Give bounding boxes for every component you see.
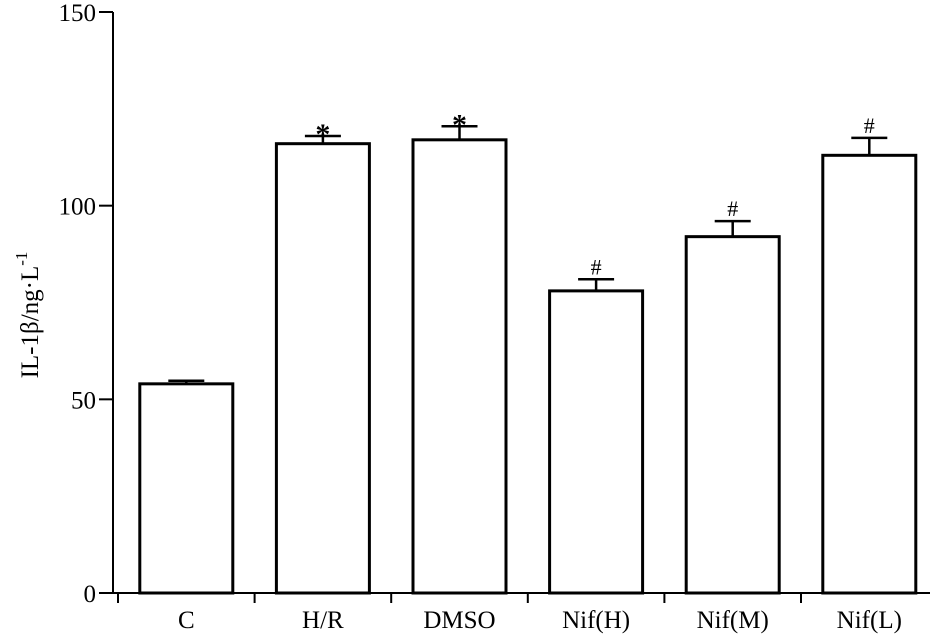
x-tick-label: Nif(H) <box>562 607 630 634</box>
bar <box>411 138 508 595</box>
significance-marker: # <box>727 196 738 221</box>
y-tick-label: 100 <box>59 194 97 221</box>
bars <box>138 125 918 595</box>
bar <box>274 142 371 595</box>
significance-marker: * <box>315 118 330 151</box>
x-axis: C H/R DMSO Nif(H) Nif(M) Nif(L) <box>113 592 930 634</box>
bar <box>548 289 645 595</box>
x-tick-label: H/R <box>302 607 344 634</box>
y-axis-label: IL-1β/ng·L-1 <box>12 252 44 379</box>
significance-marker: * <box>452 108 467 141</box>
significance-marker: # <box>864 113 875 138</box>
bar <box>684 235 781 595</box>
y-tick-label: 0 <box>84 581 97 608</box>
bar <box>821 153 918 595</box>
bar <box>138 382 235 595</box>
y-axis-label-main: IL-1β/ng·L <box>17 266 44 379</box>
y-tick-label: 150 <box>59 0 97 27</box>
annotations: * * # # # <box>315 108 874 279</box>
y-axis-label-superscript: -1 <box>12 252 31 266</box>
significance-marker: # <box>591 254 602 279</box>
x-tick-label: Nif(L) <box>837 607 902 634</box>
y-axis: 0 50 100 150 <box>59 0 114 608</box>
x-tick-label: Nif(M) <box>697 607 769 634</box>
x-tick-label: C <box>178 607 195 634</box>
y-tick-label: 50 <box>71 387 96 414</box>
x-tick-label: DMSO <box>423 607 495 634</box>
